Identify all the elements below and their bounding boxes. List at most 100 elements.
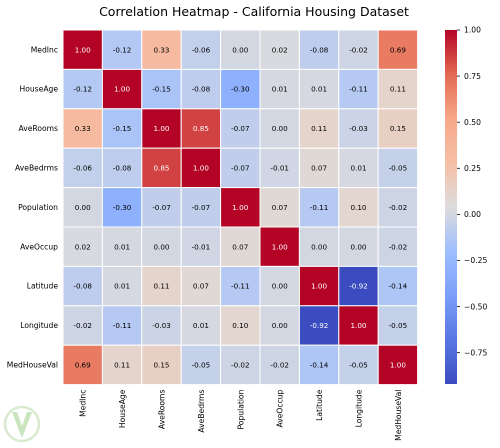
heatmap-cell bbox=[298, 305, 340, 346]
heatmap-cell bbox=[101, 29, 143, 70]
cell-value-label: 0.01 bbox=[114, 282, 130, 291]
heatmap-cell bbox=[377, 108, 419, 149]
cell-value-label: 0.33 bbox=[75, 124, 91, 133]
y-tick-label: AveRooms bbox=[19, 124, 59, 133]
heatmap-cell bbox=[259, 305, 300, 346]
cell-value-label: 0.00 bbox=[153, 242, 169, 251]
heatmap-cell bbox=[141, 344, 182, 386]
cell-value-label: -0.08 bbox=[310, 45, 329, 54]
cell-value-label: -0.07 bbox=[152, 203, 171, 212]
x-tick-labels: MedInc HouseAge AveRooms AveBedrms Populatio… bbox=[79, 389, 403, 441]
heatmap-cell bbox=[62, 226, 103, 267]
heatmap-cell bbox=[338, 68, 379, 110]
cell-value-label: 1.00 bbox=[350, 321, 366, 330]
heatmap-cell bbox=[101, 147, 143, 189]
cell-value-label: 0.00 bbox=[350, 242, 366, 251]
cell-value-label: -0.11 bbox=[310, 203, 329, 212]
heatmap-cells: 1.00 -0.12 0.33 -0.06 0.00 0.02 -0.08 -0.02 0.69… bbox=[62, 29, 419, 386]
heatmap-cell bbox=[62, 344, 103, 386]
heatmap-cell bbox=[101, 344, 143, 386]
cell-value-label: 0.00 bbox=[272, 124, 288, 133]
y-tick-labels: MedInc HouseAge AveRooms AveBedrms Populatio… bbox=[7, 45, 59, 369]
cell-value-label: 0.02 bbox=[75, 242, 91, 251]
colorbar-tick-label: −0.75 bbox=[464, 348, 487, 357]
heatmap-cell bbox=[101, 108, 143, 149]
cell-value-label: -0.15 bbox=[113, 124, 132, 133]
cell-value-label: 0.69 bbox=[75, 361, 91, 370]
cell-value-label: -0.07 bbox=[231, 164, 250, 173]
heatmap-cell bbox=[141, 305, 182, 346]
cell-value-label: 0.01 bbox=[272, 85, 288, 94]
y-tick-label: AveOccup bbox=[20, 242, 58, 251]
cell-value-label: 0.07 bbox=[311, 164, 327, 173]
cell-value-label: 1.00 bbox=[232, 203, 248, 212]
colorbar-tick-label: 0.00 bbox=[464, 210, 481, 219]
heatmap-cell bbox=[377, 344, 419, 386]
cell-value-label: 0.33 bbox=[153, 45, 169, 54]
x-tick-label: MedHouseVal bbox=[394, 390, 403, 441]
x-tick-label: HouseAge bbox=[118, 389, 127, 428]
cell-value-label: -0.30 bbox=[113, 203, 132, 212]
cell-value-label: -0.14 bbox=[389, 282, 408, 291]
heatmap-cell bbox=[141, 68, 182, 110]
heatmap-cell bbox=[259, 187, 300, 228]
cell-value-label: -0.11 bbox=[113, 321, 132, 330]
heatmap-cell bbox=[298, 344, 340, 386]
cell-value-label: 0.00 bbox=[272, 321, 288, 330]
colorbar-tick-label: 1.00 bbox=[464, 26, 481, 35]
heatmap-cell bbox=[377, 305, 419, 346]
heatmap-cell bbox=[141, 108, 182, 149]
heatmap-cell bbox=[377, 147, 419, 189]
x-tick-label: Longitude bbox=[355, 389, 364, 427]
cell-value-label: -0.01 bbox=[192, 242, 211, 251]
cell-value-label: -0.02 bbox=[389, 203, 408, 212]
y-tick-label: Population bbox=[18, 203, 58, 212]
heatmap-cell bbox=[338, 29, 379, 70]
colorbar bbox=[445, 30, 457, 384]
heatmap-cell bbox=[338, 226, 379, 267]
cell-value-label: -0.05 bbox=[349, 361, 368, 370]
cell-value-label: -0.05 bbox=[389, 321, 408, 330]
colorbar-tick-label: 0.50 bbox=[464, 118, 481, 127]
heatmap-cell bbox=[141, 226, 182, 267]
cell-value-label: -0.11 bbox=[231, 282, 250, 291]
x-tick-label: AveOccup bbox=[276, 389, 285, 427]
cell-value-label: 0.01 bbox=[311, 85, 327, 94]
heatmap-cell bbox=[62, 187, 103, 228]
colorbar-tick-label: −0.25 bbox=[464, 256, 487, 265]
heatmap-cell bbox=[259, 226, 300, 267]
cell-value-label: -0.05 bbox=[389, 164, 408, 173]
cell-value-label: -0.08 bbox=[113, 164, 132, 173]
y-tick-label: Longitude bbox=[20, 321, 58, 330]
cell-value-label: 0.00 bbox=[272, 282, 288, 291]
cell-value-label: 1.00 bbox=[390, 361, 406, 370]
y-tick-label: AveBedrms bbox=[15, 164, 58, 173]
heatmap-cell bbox=[220, 108, 261, 149]
colorbar-ticks: 1.00 0.75 0.50 0.25 0.00 −0.25 −0.50 −0.75 bbox=[457, 26, 487, 357]
cell-value-label: 0.01 bbox=[350, 164, 366, 173]
cell-value-label: 0.07 bbox=[232, 242, 248, 251]
heatmap-cell bbox=[259, 29, 300, 70]
cell-value-label: 0.00 bbox=[232, 45, 248, 54]
cell-value-label: 0.69 bbox=[390, 45, 406, 54]
cell-value-label: 0.01 bbox=[193, 321, 209, 330]
heatmap-cell bbox=[220, 344, 261, 386]
cell-value-label: -0.02 bbox=[389, 242, 408, 251]
cell-value-label: 1.00 bbox=[114, 85, 130, 94]
heatmap-cell bbox=[377, 68, 419, 110]
cell-value-label: 0.02 bbox=[272, 45, 288, 54]
heatmap-cell bbox=[298, 68, 340, 110]
cell-value-label: -0.01 bbox=[270, 164, 289, 173]
y-tick-label: Latitude bbox=[27, 282, 59, 291]
cell-value-label: 0.01 bbox=[114, 242, 130, 251]
heatmap-cell bbox=[180, 108, 222, 149]
cell-value-label: -0.02 bbox=[231, 361, 250, 370]
cell-value-label: -0.12 bbox=[73, 85, 92, 94]
cell-value-label: 0.00 bbox=[311, 242, 327, 251]
cell-value-label: 0.85 bbox=[193, 124, 209, 133]
heatmap-cell bbox=[220, 265, 261, 307]
y-tick-label: MedHouseVal bbox=[7, 361, 58, 370]
cell-value-label: 0.00 bbox=[75, 203, 91, 212]
cell-value-label: -0.08 bbox=[73, 282, 92, 291]
heatmap-cell bbox=[220, 68, 261, 110]
